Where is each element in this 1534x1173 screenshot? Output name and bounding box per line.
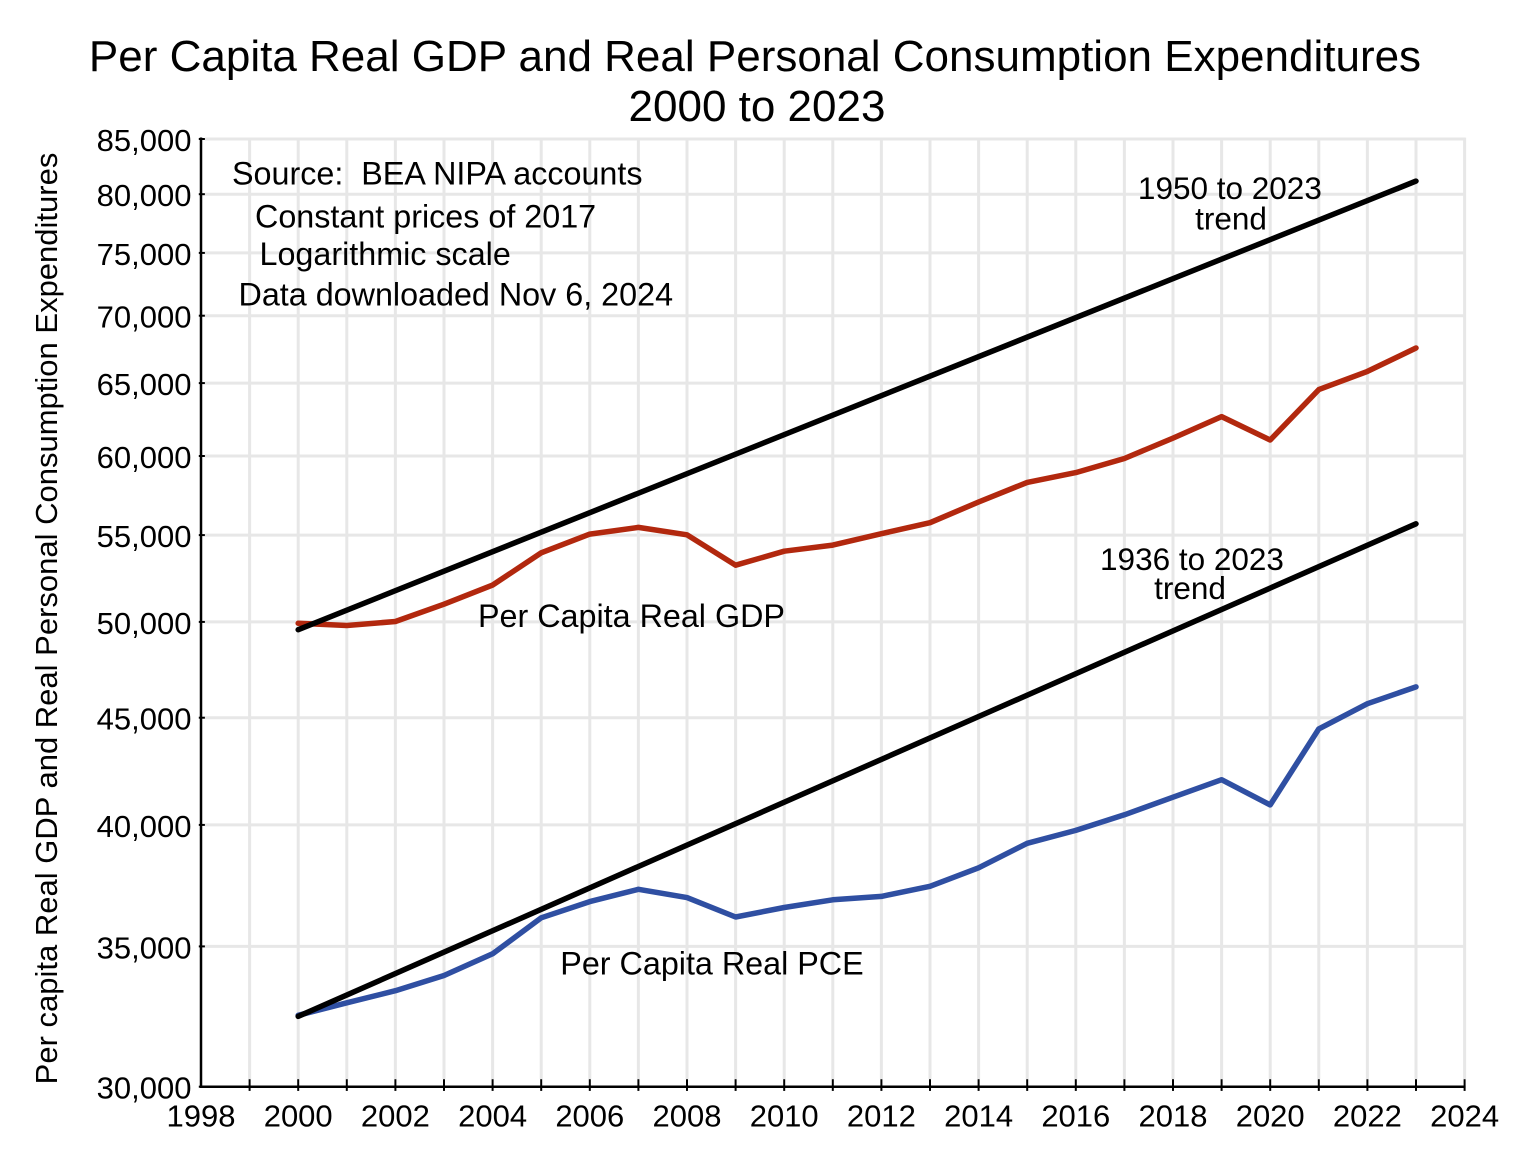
svg-text:2012: 2012 bbox=[847, 1099, 916, 1134]
svg-text:30,000: 30,000 bbox=[97, 1071, 192, 1106]
svg-text:45,000: 45,000 bbox=[97, 702, 192, 737]
svg-text:2004: 2004 bbox=[458, 1099, 527, 1134]
svg-text:1998: 1998 bbox=[167, 1099, 236, 1134]
svg-text:35,000: 35,000 bbox=[97, 930, 192, 965]
svg-text:Source: BEA NIPA accounts: Source: BEA NIPA accounts bbox=[232, 155, 643, 191]
svg-text:55,000: 55,000 bbox=[97, 519, 192, 554]
svg-text:2020: 2020 bbox=[1236, 1099, 1305, 1134]
svg-text:trend: trend bbox=[1195, 200, 1267, 236]
svg-text:50,000: 50,000 bbox=[97, 606, 192, 641]
svg-text:2006: 2006 bbox=[555, 1099, 624, 1134]
svg-text:2008: 2008 bbox=[653, 1099, 722, 1134]
svg-text:Per Capita Real PCE: Per Capita Real PCE bbox=[560, 946, 863, 982]
svg-text:2016: 2016 bbox=[1041, 1099, 1110, 1134]
svg-text:2018: 2018 bbox=[1139, 1099, 1208, 1134]
svg-text:Per capita Real GDP and Real P: Per capita Real GDP and Real Personal Co… bbox=[29, 153, 64, 1085]
svg-text:Constant prices of 2017: Constant prices of 2017 bbox=[255, 198, 596, 234]
svg-text:75,000: 75,000 bbox=[97, 237, 192, 272]
svg-text:Per Capita Real GDP: Per Capita Real GDP bbox=[478, 598, 785, 634]
svg-text:2014: 2014 bbox=[944, 1099, 1013, 1134]
svg-text:70,000: 70,000 bbox=[97, 300, 192, 335]
svg-text:2022: 2022 bbox=[1333, 1099, 1402, 1134]
svg-text:Per Capita Real GDP and Real P: Per Capita Real GDP and Real Personal Co… bbox=[89, 32, 1421, 81]
svg-text:2000: 2000 bbox=[264, 1099, 333, 1134]
svg-text:Logarithmic scale: Logarithmic scale bbox=[260, 236, 511, 272]
svg-text:1936 to 2023: 1936 to 2023 bbox=[1100, 541, 1284, 577]
svg-text:2000 to 2023: 2000 to 2023 bbox=[629, 82, 886, 131]
svg-text:60,000: 60,000 bbox=[97, 440, 192, 475]
svg-text:2010: 2010 bbox=[750, 1099, 819, 1134]
svg-text:40,000: 40,000 bbox=[97, 809, 192, 844]
svg-text:Data downloaded Nov 6, 2024: Data downloaded Nov 6, 2024 bbox=[239, 277, 674, 313]
svg-text:2002: 2002 bbox=[361, 1099, 430, 1134]
svg-text:80,000: 80,000 bbox=[97, 178, 192, 213]
svg-text:85,000: 85,000 bbox=[97, 123, 192, 158]
svg-text:2024: 2024 bbox=[1430, 1099, 1499, 1134]
svg-text:65,000: 65,000 bbox=[97, 367, 192, 402]
svg-text:trend: trend bbox=[1154, 570, 1226, 606]
svg-text:1950 to 2023: 1950 to 2023 bbox=[1138, 170, 1322, 206]
